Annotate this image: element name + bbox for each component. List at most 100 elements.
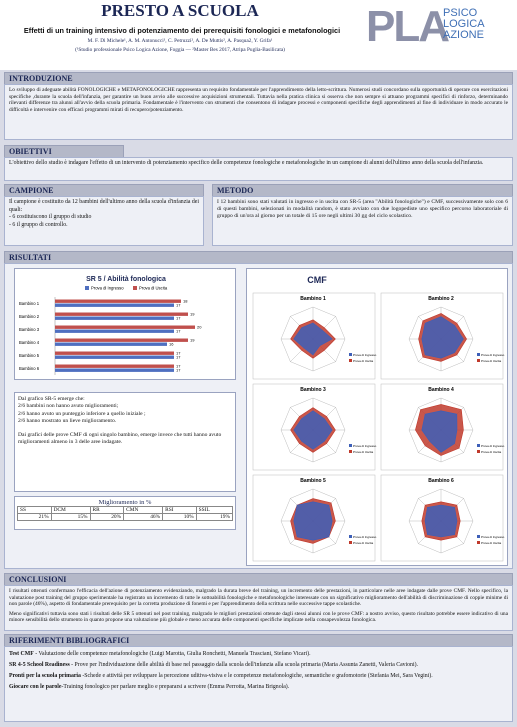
legend-label: Prova di Ingresso — [91, 286, 124, 291]
summary: Dai grafici delle prove CMF di ogni sing… — [18, 431, 222, 446]
legend-label: Prova di Uscita — [139, 286, 168, 291]
bar — [55, 329, 174, 333]
paragraph: Meno significativi tuttavia sono stati i… — [9, 610, 508, 624]
note: Dal grafico SR-5 emerge che: — [18, 396, 85, 402]
bar — [55, 351, 174, 355]
legend-label: Prova di Uscita — [481, 450, 502, 454]
column-label: RSI — [162, 506, 197, 514]
radar-title: Bambino 3 — [300, 387, 326, 393]
radar-title: Bambino 5 — [300, 478, 326, 484]
logo-mark: PLA — [366, 2, 450, 51]
value-label: 19 — [190, 312, 195, 317]
cell: 21% — [17, 513, 52, 521]
table-row: 21% 15% 20% 46% 10% 19% — [17, 513, 234, 521]
radar-area — [421, 316, 464, 359]
legend-swatch — [477, 444, 480, 447]
table-header: SS DCM RR CMN RSI SSIL — [17, 506, 234, 514]
legend-swatch — [477, 450, 480, 453]
note: 2/6 bambini non hanno avuto migliorament… — [18, 403, 119, 410]
legend-swatch — [349, 359, 352, 362]
conclusions: I risultati ottenuti confermano l'effica… — [4, 585, 513, 631]
method-text: I 12 bambini sono stati valutati in ingr… — [212, 196, 513, 246]
radar-area — [293, 410, 333, 450]
authors: M. F. Di Michele¹, A. M. Antonucci¹, C. … — [87, 38, 273, 44]
value-label: 17 — [176, 368, 181, 373]
radar-area — [424, 504, 458, 538]
bar — [55, 338, 188, 342]
radar-title: Bambino 2 — [428, 296, 454, 302]
legend-swatch — [349, 450, 352, 453]
legend-label: Prova di Ingresso — [481, 535, 505, 539]
bar — [55, 355, 174, 359]
radar-ring — [280, 397, 346, 463]
column-label: RR — [89, 506, 125, 514]
reference-title: Test CMF — [9, 651, 34, 657]
chart-title: SR 5 / Abilità fonologica — [86, 276, 166, 283]
subtitle: Effetti di un training intensivo di pote… — [23, 26, 341, 35]
reference-text: -Training fonologico per parlare meglio … — [61, 684, 290, 690]
bar — [55, 299, 181, 303]
radar-ring — [280, 488, 346, 554]
chart-title: CMF — [307, 275, 327, 285]
column-label: CMN — [123, 506, 164, 514]
bar — [55, 325, 195, 329]
bar — [55, 364, 174, 368]
objective-text: L'obiettivo dello studio è indagare l'ef… — [4, 157, 513, 181]
reference-text: - Valutazione delle competenze metafonol… — [33, 651, 311, 657]
radar-ring — [280, 306, 346, 372]
value-label: 17 — [176, 316, 181, 321]
legend-label: Prova di Ingresso — [481, 444, 505, 448]
radar-title: Bambino 4 — [428, 387, 454, 393]
logo-words: PSICO LOGICA AZIONE — [443, 8, 485, 41]
value-label: 20 — [197, 325, 202, 330]
header: PRESTO A SCUOLA Effetti di un training i… — [0, 0, 517, 70]
affiliations: (¹Studio professionale Psico Logica Azio… — [75, 47, 285, 53]
bar — [55, 368, 174, 372]
reference-text: - Prove per l'individuazione delle abili… — [69, 662, 418, 668]
sample-item: - 6 il gruppo di controllo. — [9, 221, 68, 228]
cmf-charts: CMF Bambino 1 Prova di Ingresso Prova di Us… — [246, 268, 508, 566]
cell: 20% — [89, 513, 125, 521]
radar-title: Bambino 6 — [428, 478, 454, 484]
legend-label: Prova di Uscita — [353, 541, 374, 545]
reference-title: SR 4-5 School Readiness — [9, 662, 70, 668]
legend-swatch — [477, 541, 480, 544]
column-label: SSIL — [195, 506, 234, 514]
radar-ring — [408, 306, 474, 372]
table-title: Miglioramento in % — [98, 499, 152, 506]
legend-swatch — [349, 541, 352, 544]
reference-title: Pronti per la scuola primaria — [9, 673, 81, 679]
radar-area — [293, 501, 333, 541]
bar — [55, 312, 188, 316]
reference: Giocare con le parole-Training fonologic… — [9, 682, 508, 693]
sample-item: - 6 costituiscono il gruppo di studio — [9, 214, 92, 220]
legend-swatch — [477, 535, 480, 538]
legend-label: Prova di Uscita — [353, 450, 374, 454]
sample-box: Il campione è costituito da 12 bambini d… — [4, 196, 204, 246]
logo-word: AZIONE — [443, 29, 484, 41]
bar — [55, 316, 174, 320]
legend-label: Prova di Ingresso — [353, 444, 377, 448]
legend-swatch — [477, 353, 480, 356]
legend-swatch — [477, 359, 480, 362]
table: SS DCM RR CMN RSI SSIL 21% 15% 20% 46% 10% 19% — [17, 506, 234, 521]
value-label: 17 — [176, 303, 181, 308]
bar — [55, 342, 167, 346]
radar-ring — [408, 397, 474, 463]
improvement-table: Miglioramento in % SS DCM RR CMN RSI SSIL 21% 1… — [14, 496, 236, 530]
reference: Test CMF - Valutazione delle competenze … — [9, 649, 508, 660]
cell: 10% — [162, 513, 197, 521]
paragraph: I risultati ottenuti confermano l'effica… — [9, 588, 508, 608]
cell: 15% — [50, 513, 91, 521]
legend-swatch — [349, 353, 352, 356]
value-label: 17 — [176, 329, 181, 334]
sample-text: Il campione è costituito da 12 bambini d… — [9, 199, 199, 213]
title: PRESTO A SCUOLA — [101, 1, 259, 20]
sr5-chart: SR 5 / Abilità fonologica Prova di Ingres… — [14, 268, 236, 380]
value-label: 18 — [183, 299, 188, 304]
category-label: Bambino 2 — [19, 314, 40, 319]
category-label: Bambino 6 — [19, 366, 40, 371]
reference: SR 4-5 School Readiness - Prove per l'in… — [9, 660, 508, 671]
results-notes: Dal grafico SR-5 emerge che: 2/6 bambini… — [14, 392, 236, 492]
